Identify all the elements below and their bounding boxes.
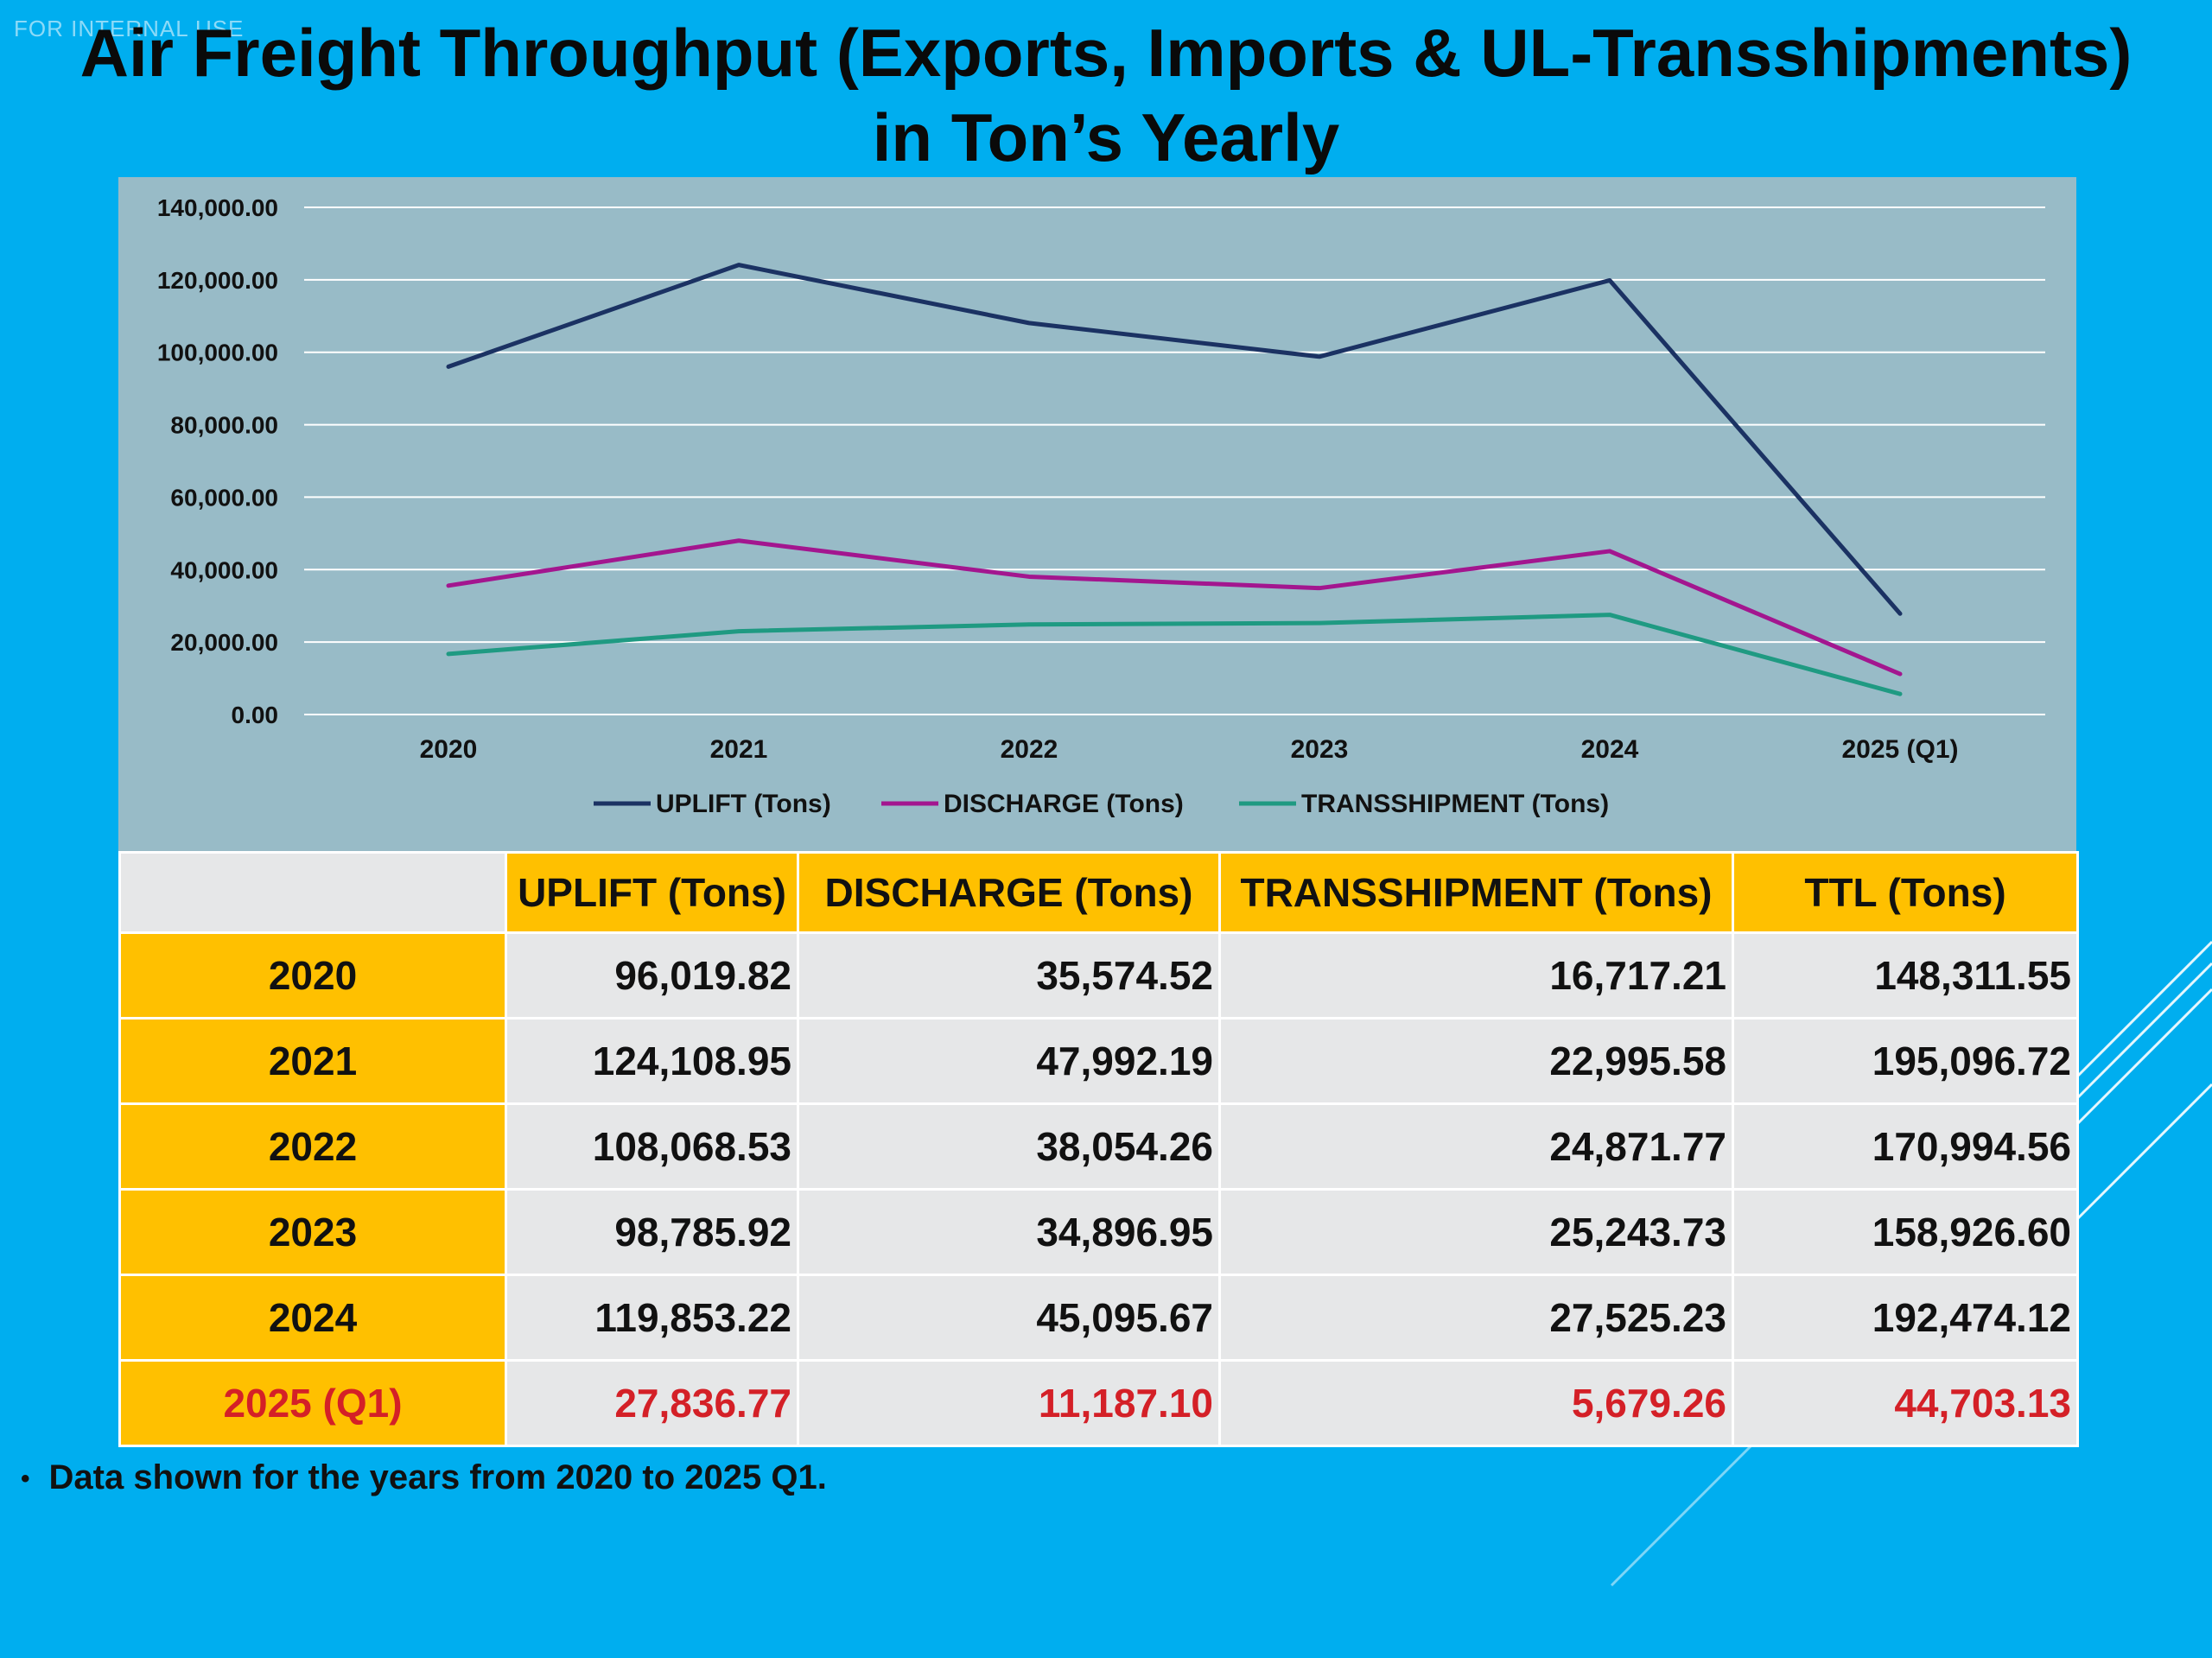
chart-panel: 0.00 20,000.00 40,000.00 60,000.00 80,000.00… xyxy=(118,177,2076,851)
cell-total: 195,096.72 xyxy=(1732,1017,2079,1105)
cell-discharge: 34,896.95 xyxy=(797,1188,1221,1276)
cell-total: 148,311.55 xyxy=(1732,931,2079,1020)
cell-transshipment: 25,243.73 xyxy=(1218,1188,1734,1276)
legend-label: DISCHARGE (Tons) xyxy=(944,790,1184,818)
cell-uplift: 98,785.92 xyxy=(505,1188,799,1276)
series-line-1 xyxy=(446,263,1903,616)
header-corner xyxy=(118,851,507,934)
bullet-point: • xyxy=(21,1464,30,1494)
page-title: Air Freight Throughput (Exports, Imports… xyxy=(0,10,2212,180)
x-tick-label: 2023 xyxy=(1291,735,1349,764)
cell-total: 158,926.60 xyxy=(1732,1188,2079,1276)
cell-uplift: 108,068.53 xyxy=(505,1102,799,1191)
data-table: UPLIFT (Tons) DISCHARGE (Tons) TRANSSHIP… xyxy=(118,851,2079,1447)
table-row: 2023 98,785.92 34,896.95 25,243.73 158,9… xyxy=(118,1188,2079,1276)
header-total: TTL (Tons) xyxy=(1732,851,2079,934)
row-year: 2023 xyxy=(118,1188,507,1276)
cell-discharge: 11,187.10 xyxy=(797,1359,1221,1447)
title-line-1: Air Freight Throughput (Exports, Imports… xyxy=(79,15,2133,91)
cell-transshipment: 27,525.23 xyxy=(1218,1274,1734,1362)
watermark: FOR INTERNAL USE xyxy=(14,16,245,41)
title-line-2: in Ton’s Yearly xyxy=(872,99,1340,175)
cell-discharge: 38,054.26 xyxy=(797,1102,1221,1191)
series-line-2 xyxy=(446,538,1903,677)
row-year: 2022 xyxy=(118,1102,507,1191)
y-tick-label: 100,000.00 xyxy=(157,340,278,366)
footnote-text: Data shown for the years from 2020 to 20… xyxy=(48,1458,827,1496)
cell-discharge: 45,095.67 xyxy=(797,1274,1221,1362)
table-row: 2020 96,019.82 35,574.52 16,717.21 148,3… xyxy=(118,931,2079,1020)
line-chart: 0.00 20,000.00 40,000.00 60,000.00 80,000.00… xyxy=(157,194,2045,818)
cell-uplift: 27,836.77 xyxy=(505,1359,799,1447)
header-discharge: DISCHARGE (Tons) xyxy=(797,851,1221,934)
y-tick-label: 140,000.00 xyxy=(157,194,278,221)
x-tick-label: 2020 xyxy=(420,735,478,764)
cell-transshipment: 24,871.77 xyxy=(1218,1102,1734,1191)
cell-uplift: 124,108.95 xyxy=(505,1017,799,1105)
y-tick-label: 120,000.00 xyxy=(157,267,278,294)
y-tick-label: 20,000.00 xyxy=(170,629,278,656)
cell-uplift: 119,853.22 xyxy=(505,1274,799,1362)
x-tick-label: 2022 xyxy=(1001,735,1058,764)
legend-label: UPLIFT (Tons) xyxy=(656,790,831,818)
y-tick-label: 60,000.00 xyxy=(170,484,278,511)
cell-uplift: 96,019.82 xyxy=(505,931,799,1020)
footnote: • Data shown for the years from 2020 to 2… xyxy=(21,1458,827,1497)
cell-total: 44,703.13 xyxy=(1732,1359,2079,1447)
y-tick-label: 80,000.00 xyxy=(170,412,278,439)
row-year: 2025 (Q1) xyxy=(118,1359,507,1447)
y-tick-label: 40,000.00 xyxy=(170,556,278,583)
header-transshipment: TRANSSHIPMENT (Tons) xyxy=(1218,851,1734,934)
table-row: 2022 108,068.53 38,054.26 24,871.77 170,… xyxy=(118,1102,2079,1191)
legend-label: TRANSSHIPMENT (Tons) xyxy=(1301,790,1609,818)
row-year: 2021 xyxy=(118,1017,507,1105)
cell-discharge: 47,992.19 xyxy=(797,1017,1221,1105)
header-uplift: UPLIFT (Tons) xyxy=(505,851,799,934)
cell-total: 170,994.56 xyxy=(1732,1102,2079,1191)
table-header-row: UPLIFT (Tons) DISCHARGE (Tons) TRANSSHIP… xyxy=(118,851,2079,934)
cell-transshipment: 22,995.58 xyxy=(1218,1017,1734,1105)
x-tick-label: 2025 (Q1) xyxy=(1841,735,1958,764)
x-tick-label: 2021 xyxy=(710,735,768,764)
cell-total: 192,474.12 xyxy=(1732,1274,2079,1362)
series-line-3 xyxy=(446,613,1903,696)
cell-transshipment: 16,717.21 xyxy=(1218,931,1734,1020)
x-tick-label: 2024 xyxy=(1581,735,1639,764)
cell-discharge: 35,574.52 xyxy=(797,931,1221,1020)
y-tick-label: 0.00 xyxy=(232,702,279,728)
row-year: 2024 xyxy=(118,1274,507,1362)
table-row: 2024 119,853.22 45,095.67 27,525.23 192,… xyxy=(118,1274,2079,1362)
cell-transshipment: 5,679.26 xyxy=(1218,1359,1734,1447)
table-row: 2021 124,108.95 47,992.19 22,995.58 195,… xyxy=(118,1017,2079,1105)
row-year: 2020 xyxy=(118,931,507,1020)
table-row-highlight: 2025 (Q1) 27,836.77 11,187.10 5,679.26 4… xyxy=(118,1359,2079,1447)
